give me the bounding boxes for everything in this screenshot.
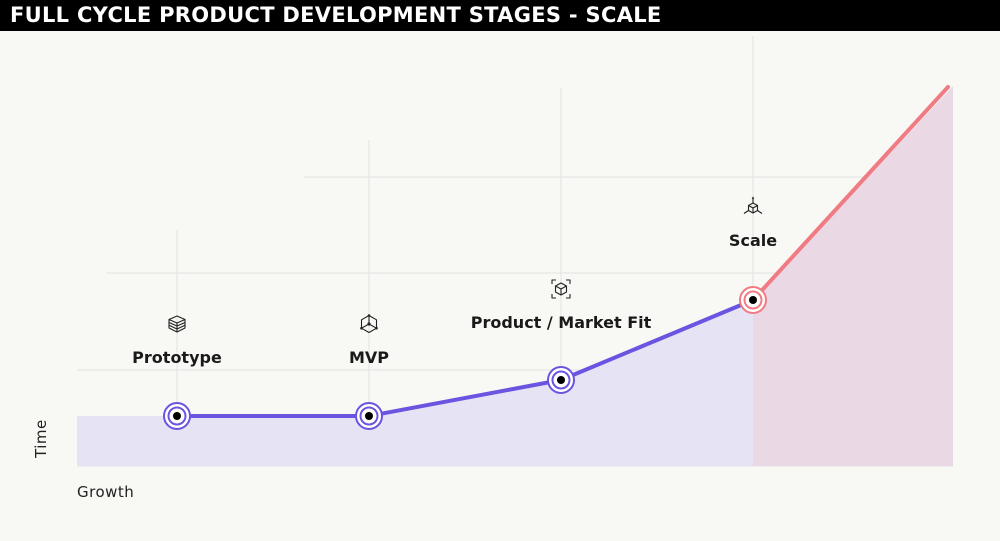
title-bar: FULL CYCLE PRODUCT DEVELOPMENT STAGES - … [0, 0, 1000, 31]
scale-line [751, 85, 950, 302]
stage-marker-prototype [163, 402, 191, 430]
x-axis-label: Growth [77, 483, 135, 501]
layers-cube-icon [168, 315, 186, 333]
framed-cube-icon [551, 279, 571, 299]
growth-area-fill [77, 300, 753, 466]
expand-cube-icon [743, 196, 763, 214]
stage-marker-mvp [355, 402, 383, 430]
stage-label-product-market-fit: Product / Market Fit [470, 313, 652, 332]
scale-area-fill [753, 86, 953, 466]
network-cube-icon [360, 314, 378, 334]
y-axis-label: Time [32, 419, 50, 458]
growth-line [177, 298, 754, 418]
stage-marker-scale [739, 286, 767, 314]
stage-label-scale: Scale [728, 231, 778, 250]
page-title: FULL CYCLE PRODUCT DEVELOPMENT STAGES - … [10, 3, 662, 27]
stage-label-mvp: MVP [348, 348, 390, 367]
stage-marker-product-market-fit [547, 366, 575, 394]
stage-label-prototype: Prototype [132, 348, 222, 367]
